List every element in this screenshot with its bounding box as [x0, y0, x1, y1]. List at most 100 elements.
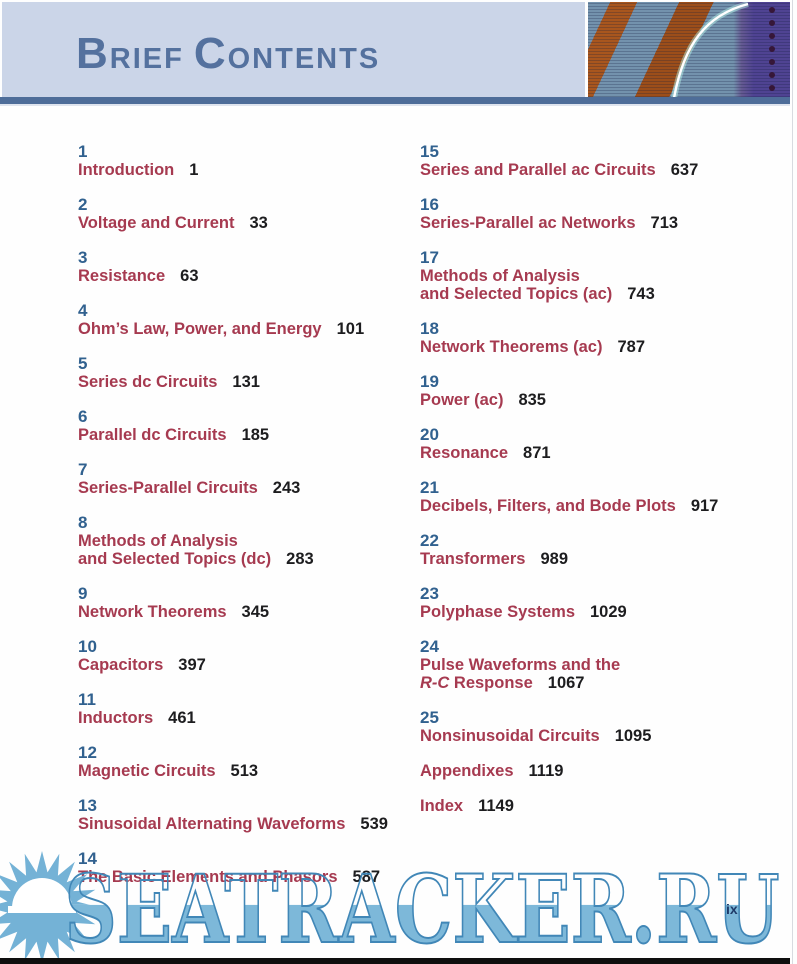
chapter-number: 21: [420, 478, 439, 497]
page-ref: 713: [650, 214, 679, 232]
chapter-title: Series and Parallel ac Circuits 637: [420, 161, 699, 179]
toc-entry: 25 Nonsinusoidal Circuits 1095: [420, 708, 785, 746]
page-ref: 637: [670, 161, 699, 179]
chapter-title: Polyphase Systems 1029: [420, 603, 627, 621]
chapter-title: The Basic Elements and Phasors 587: [78, 868, 381, 886]
toc-entry: 10 Capacitors 397: [78, 637, 408, 675]
chapter-number: 9: [78, 584, 88, 603]
chapter-number: 19: [420, 372, 439, 391]
title-word1-cap: B: [76, 29, 110, 78]
page-ref: 33: [249, 214, 268, 232]
oscilloscope-photo: [588, 2, 790, 97]
chapter-number: 7: [78, 460, 88, 479]
chapter-number: 12: [78, 743, 97, 762]
chapter-title: Parallel dc Circuits 185: [78, 426, 270, 444]
toc-entry: 7 Series-Parallel Circuits 243: [78, 460, 408, 498]
page-ref: 587: [352, 868, 381, 886]
chapter-number: 23: [420, 584, 439, 603]
chapter-number: 24: [420, 637, 439, 656]
chapter-title: Nonsinusoidal Circuits 1095: [420, 727, 652, 745]
page-ref: 1: [189, 161, 199, 179]
page-ref: 345: [241, 603, 270, 621]
page-ref: 787: [617, 338, 645, 356]
chapter-title: Network Theorems (ac) 787: [420, 338, 645, 356]
page-ref: 397: [178, 656, 206, 674]
chapter-number: 5: [78, 354, 88, 373]
toc-entry: Index 1149: [420, 797, 785, 815]
chapter-number: 10: [78, 637, 97, 656]
page-ref: 243: [272, 479, 301, 497]
toc-entry: 15 Series and Parallel ac Circuits 637: [420, 142, 785, 180]
chapter-number: 25: [420, 708, 439, 727]
chapter-number: 2: [78, 195, 88, 214]
chapter-title: Resonance 871: [420, 444, 551, 462]
toc-left-column: 1 Introduction 1 2 Voltage and Current 33 3 Res…: [78, 143, 408, 903]
page-ref: 131: [232, 373, 260, 391]
toc-entry: Appendixes 1119: [420, 762, 785, 780]
chapter-title: Sinusoidal Alternating Waveforms 539: [78, 815, 388, 833]
toc-entry: 21 Decibels, Filters, and Bode Plots 917: [420, 478, 785, 516]
toc-entry: 13 Sinusoidal Alternating Waveforms 539: [78, 796, 408, 834]
toc-entry: 1 Introduction 1: [78, 142, 408, 180]
chapter-number: 4: [78, 301, 88, 320]
page-ref: 461: [168, 709, 196, 727]
chapter-title: Transformers 989: [420, 550, 568, 568]
toc-entry: 20 Resonance 871: [420, 425, 785, 463]
chapter-number: 17: [420, 248, 439, 267]
toc-entry: 24 Pulse Waveforms and the R-C Response 106…: [420, 637, 785, 693]
chapter-title: Power (ac) 835: [420, 391, 546, 409]
toc-entry: 22 Transformers 989: [420, 531, 785, 569]
chapter-title: Series-Parallel ac Networks 713: [420, 214, 679, 232]
page-edge-line: [792, 0, 793, 964]
toc-entry: 5 Series dc Circuits 131: [78, 354, 408, 392]
chapter-number: 20: [420, 425, 439, 444]
title-word1-rest: RIEF: [109, 43, 184, 75]
chapter-title: Introduction 1: [78, 161, 199, 179]
page-ref: 63: [180, 267, 199, 285]
toc-entry: 12 Magnetic Circuits 513: [78, 743, 408, 781]
title-word2-rest: ONTENTS: [227, 43, 381, 75]
toc-entry: 23 Polyphase Systems 1029: [420, 584, 785, 622]
page-ref: 1067: [547, 674, 585, 692]
chapter-title: and Selected Topics (dc) 283: [78, 550, 314, 568]
chapter-number: 1: [78, 142, 88, 161]
chapter-title: Methods of Analysis: [78, 532, 238, 550]
chapter-title: Index 1149: [420, 797, 514, 815]
toc-entry: 16 Series-Parallel ac Networks 713: [420, 196, 785, 233]
chapter-title: and Selected Topics (ac) 743: [420, 285, 655, 303]
page-ref: 513: [230, 762, 259, 780]
toc-entry: 6 Parallel dc Circuits 185: [78, 408, 408, 445]
chapter-title: Voltage and Current 33: [78, 214, 268, 232]
page-ref: 185: [241, 426, 270, 444]
chapter-title: Series-Parallel Circuits 243: [78, 479, 301, 497]
page-ref: 743: [627, 285, 655, 303]
scope-trace-curve: [671, 2, 775, 97]
toc-entry: 19 Power (ac) 835: [420, 372, 785, 410]
chapter-number: 13: [78, 796, 97, 815]
chapter-number: 8: [78, 513, 88, 532]
page-ref: 1095: [614, 727, 652, 745]
toc-entry: 2 Voltage and Current 33: [78, 195, 408, 233]
page-ref: 835: [518, 391, 546, 409]
chapter-number: 22: [420, 531, 439, 550]
page-ref: 539: [360, 815, 388, 833]
chapter-title: Resistance 63: [78, 267, 199, 285]
chapter-title: R-C Response 1067: [420, 674, 585, 692]
page-ref: 283: [286, 550, 314, 568]
chapter-title: Pulse Waveforms and the: [420, 656, 621, 674]
chapter-title: Magnetic Circuits 513: [78, 762, 259, 780]
chapter-number: 11: [78, 690, 96, 709]
footer-bar: [0, 958, 790, 964]
chapter-title: Ohm’s Law, Power, and Energy 101: [78, 320, 365, 338]
chapter-title: Inductors 461: [78, 709, 196, 727]
header-band: [2, 2, 585, 97]
page-title: BRIEF CONTENTS: [76, 28, 380, 90]
chapter-number: 15: [420, 142, 439, 161]
graticule-dots: [769, 7, 775, 91]
page-ref: 871: [523, 444, 551, 462]
toc-entry: 4 Ohm’s Law, Power, and Energy 101: [78, 301, 408, 339]
page-ref: 917: [690, 497, 719, 515]
chapter-title: Series dc Circuits 131: [78, 373, 260, 391]
page-ref: 1029: [590, 603, 627, 621]
